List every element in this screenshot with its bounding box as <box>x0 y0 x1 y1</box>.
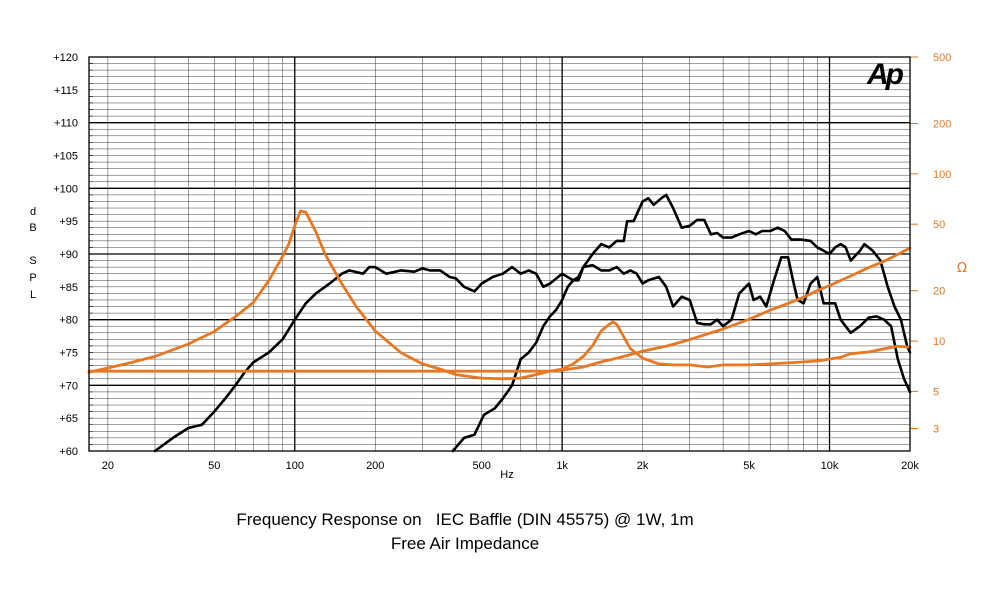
plot-frame <box>88 56 911 452</box>
y-left-tick-label: +105 <box>53 151 78 163</box>
x-tick-label: 1k <box>556 460 568 472</box>
x-tick-label: 2k <box>637 460 649 472</box>
chart-caption-line-2: Free Air Impedance <box>390 534 540 553</box>
y-axis-label-left: d B S P L <box>29 206 36 301</box>
x-tick-label: 200 <box>366 460 384 472</box>
y-left-tick-label: +85 <box>59 282 78 294</box>
y-label-letter: d <box>30 206 36 218</box>
y-right-tick-label: 500 <box>933 52 951 64</box>
x-axis-label: Hz <box>500 469 513 481</box>
spl-series-line <box>451 193 912 453</box>
y-right-tick-label: 200 <box>933 119 951 131</box>
y-left-tick-label: +70 <box>59 380 78 392</box>
impedance-series-line <box>87 209 912 381</box>
y-left-tick-label: +75 <box>59 348 78 360</box>
y-right-tick-label: 50 <box>933 219 945 231</box>
y-left-tick-label: +115 <box>54 85 78 97</box>
y-right-tick-label: 10 <box>933 336 945 348</box>
x-tick-label: 20 <box>102 460 114 472</box>
grid <box>89 56 918 452</box>
spl-series-line <box>153 255 912 453</box>
impedance-series-line <box>87 246 912 373</box>
tick-labels: 20 50 100 200 500 1k 2k 5k 10k 20k +120 +115 +110 +10… <box>53 52 951 472</box>
x-tick-label: 50 <box>208 460 220 472</box>
y-left-tick-label: +60 <box>59 446 78 458</box>
y-label-letter: P <box>29 272 36 284</box>
y-label-letter: S <box>29 255 36 267</box>
y-left-tick-label: +120 <box>53 52 78 64</box>
y-axis-label-right: Ω <box>957 261 967 276</box>
y-label-letter: B <box>29 222 36 234</box>
y-left-tick-label: +90 <box>59 249 78 261</box>
x-tick-label: 20k <box>901 460 919 472</box>
ap-logo: Ap <box>866 58 907 91</box>
ap-logo-text: Ap <box>866 58 904 91</box>
y-right-tick-label: 20 <box>933 286 945 298</box>
x-tick-label: 5k <box>743 460 755 472</box>
y-left-tick-label: +80 <box>59 315 78 327</box>
series-lines <box>87 193 912 453</box>
y-left-tick-label: +65 <box>59 413 78 425</box>
y-right-tick-label: 100 <box>933 169 951 181</box>
y-label-letter: L <box>30 289 36 301</box>
y-left-tick-label: +95 <box>59 216 78 228</box>
y-right-tick-label: 3 <box>933 423 939 435</box>
x-tick-label: 100 <box>286 460 304 472</box>
chart-caption-line-1: Frequency Response on IEC Baffle (DIN 45… <box>236 510 694 529</box>
y-left-tick-label: +110 <box>54 118 78 130</box>
x-tick-label: 500 <box>472 460 490 472</box>
y-right-tick-label: 5 <box>933 386 939 398</box>
x-tick-label: 10k <box>821 460 839 472</box>
y-left-tick-label: +100 <box>53 183 78 195</box>
